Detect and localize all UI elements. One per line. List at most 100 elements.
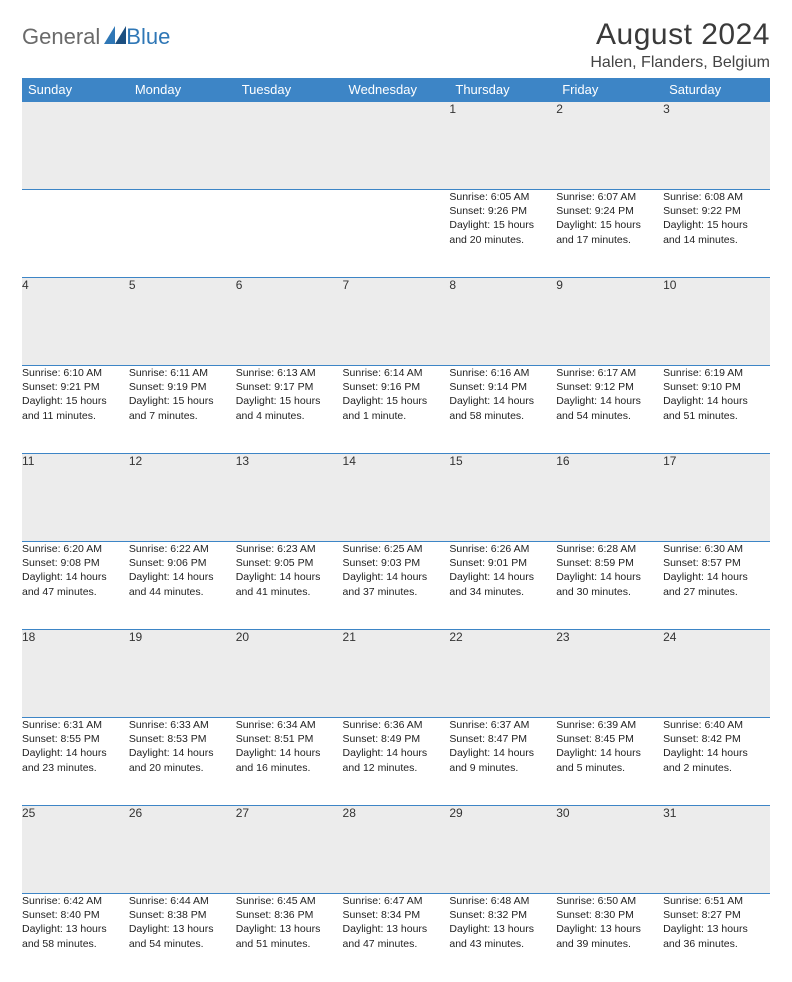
- d2-text: and 54 minutes.: [556, 409, 663, 423]
- d1-text: Daylight: 14 hours: [22, 570, 129, 584]
- day-detail-cell: Sunrise: 6:47 AMSunset: 8:34 PMDaylight:…: [343, 894, 450, 982]
- sunrise-text: Sunrise: 6:42 AM: [22, 894, 129, 908]
- day-number-cell: 31: [663, 806, 770, 894]
- sunrise-text: Sunrise: 6:26 AM: [449, 542, 556, 556]
- d1-text: Daylight: 14 hours: [449, 746, 556, 760]
- d2-text: and 9 minutes.: [449, 761, 556, 775]
- day-number-cell: [22, 102, 129, 190]
- day-detail-cell: Sunrise: 6:44 AMSunset: 8:38 PMDaylight:…: [129, 894, 236, 982]
- sunset-text: Sunset: 9:05 PM: [236, 556, 343, 570]
- d1-text: Daylight: 15 hours: [449, 218, 556, 232]
- sunset-text: Sunset: 8:36 PM: [236, 908, 343, 922]
- sunset-text: Sunset: 8:30 PM: [556, 908, 663, 922]
- sunset-text: Sunset: 9:24 PM: [556, 204, 663, 218]
- sunset-text: Sunset: 8:38 PM: [129, 908, 236, 922]
- day-number-cell: 2: [556, 102, 663, 190]
- daynum-row: 25262728293031: [22, 806, 770, 894]
- sunrise-text: Sunrise: 6:08 AM: [663, 190, 770, 204]
- day-number-cell: 26: [129, 806, 236, 894]
- weekday-header: Tuesday: [236, 78, 343, 102]
- d1-text: Daylight: 14 hours: [449, 394, 556, 408]
- d2-text: and 7 minutes.: [129, 409, 236, 423]
- sunset-text: Sunset: 9:26 PM: [449, 204, 556, 218]
- location: Halen, Flanders, Belgium: [590, 54, 770, 72]
- day-detail-cell: Sunrise: 6:28 AMSunset: 8:59 PMDaylight:…: [556, 542, 663, 630]
- d1-text: Daylight: 14 hours: [129, 746, 236, 760]
- d1-text: Daylight: 14 hours: [663, 394, 770, 408]
- sunset-text: Sunset: 8:47 PM: [449, 732, 556, 746]
- d1-text: Daylight: 14 hours: [129, 570, 236, 584]
- day-detail-cell: Sunrise: 6:30 AMSunset: 8:57 PMDaylight:…: [663, 542, 770, 630]
- d2-text: and 27 minutes.: [663, 585, 770, 599]
- day-number-cell: 30: [556, 806, 663, 894]
- weekday-header-row: Sunday Monday Tuesday Wednesday Thursday…: [22, 78, 770, 102]
- day-detail-cell: Sunrise: 6:45 AMSunset: 8:36 PMDaylight:…: [236, 894, 343, 982]
- sunrise-text: Sunrise: 6:22 AM: [129, 542, 236, 556]
- day-detail-cell: Sunrise: 6:22 AMSunset: 9:06 PMDaylight:…: [129, 542, 236, 630]
- day-detail-cell: Sunrise: 6:36 AMSunset: 8:49 PMDaylight:…: [343, 718, 450, 806]
- d1-text: Daylight: 14 hours: [236, 746, 343, 760]
- sunrise-text: Sunrise: 6:28 AM: [556, 542, 663, 556]
- d2-text: and 36 minutes.: [663, 937, 770, 951]
- weekday-header: Thursday: [449, 78, 556, 102]
- d1-text: Daylight: 13 hours: [663, 922, 770, 936]
- sunrise-text: Sunrise: 6:25 AM: [343, 542, 450, 556]
- sunset-text: Sunset: 8:55 PM: [22, 732, 129, 746]
- sunrise-text: Sunrise: 6:37 AM: [449, 718, 556, 732]
- d2-text: and 47 minutes.: [343, 937, 450, 951]
- day-detail-cell: Sunrise: 6:16 AMSunset: 9:14 PMDaylight:…: [449, 366, 556, 454]
- d2-text: and 58 minutes.: [22, 937, 129, 951]
- day-detail-cell: Sunrise: 6:39 AMSunset: 8:45 PMDaylight:…: [556, 718, 663, 806]
- sunset-text: Sunset: 9:08 PM: [22, 556, 129, 570]
- d2-text: and 39 minutes.: [556, 937, 663, 951]
- d1-text: Daylight: 14 hours: [556, 394, 663, 408]
- day-detail-cell: Sunrise: 6:33 AMSunset: 8:53 PMDaylight:…: [129, 718, 236, 806]
- d1-text: Daylight: 15 hours: [663, 218, 770, 232]
- weekday-header: Sunday: [22, 78, 129, 102]
- detail-row: Sunrise: 6:20 AMSunset: 9:08 PMDaylight:…: [22, 542, 770, 630]
- day-number-cell: 18: [22, 630, 129, 718]
- day-number-cell: 24: [663, 630, 770, 718]
- day-detail-cell: Sunrise: 6:34 AMSunset: 8:51 PMDaylight:…: [236, 718, 343, 806]
- d2-text: and 14 minutes.: [663, 233, 770, 247]
- sunrise-text: Sunrise: 6:50 AM: [556, 894, 663, 908]
- logo-text-blue: Blue: [126, 24, 170, 50]
- day-number-cell: 16: [556, 454, 663, 542]
- sunrise-text: Sunrise: 6:19 AM: [663, 366, 770, 380]
- sunset-text: Sunset: 9:16 PM: [343, 380, 450, 394]
- day-number-cell: 9: [556, 278, 663, 366]
- sunrise-text: Sunrise: 6:10 AM: [22, 366, 129, 380]
- sunset-text: Sunset: 8:27 PM: [663, 908, 770, 922]
- day-number-cell: 12: [129, 454, 236, 542]
- day-number-cell: 19: [129, 630, 236, 718]
- title-block: August 2024 Halen, Flanders, Belgium: [590, 18, 770, 72]
- d1-text: Daylight: 15 hours: [129, 394, 236, 408]
- sunset-text: Sunset: 8:59 PM: [556, 556, 663, 570]
- sunrise-text: Sunrise: 6:20 AM: [22, 542, 129, 556]
- logo-text-general: General: [22, 24, 100, 50]
- day-number-cell: [236, 102, 343, 190]
- sunset-text: Sunset: 9:14 PM: [449, 380, 556, 394]
- day-detail-cell: [343, 190, 450, 278]
- d1-text: Daylight: 14 hours: [22, 746, 129, 760]
- month-title: August 2024: [590, 18, 770, 52]
- sunrise-text: Sunrise: 6:11 AM: [129, 366, 236, 380]
- sunset-text: Sunset: 9:17 PM: [236, 380, 343, 394]
- detail-row: Sunrise: 6:31 AMSunset: 8:55 PMDaylight:…: [22, 718, 770, 806]
- weekday-header: Friday: [556, 78, 663, 102]
- sunrise-text: Sunrise: 6:05 AM: [449, 190, 556, 204]
- day-number-cell: 3: [663, 102, 770, 190]
- day-detail-cell: Sunrise: 6:40 AMSunset: 8:42 PMDaylight:…: [663, 718, 770, 806]
- day-number-cell: [129, 102, 236, 190]
- d2-text: and 1 minute.: [343, 409, 450, 423]
- d2-text: and 16 minutes.: [236, 761, 343, 775]
- d1-text: Daylight: 13 hours: [449, 922, 556, 936]
- logo: General Blue: [22, 24, 170, 50]
- d1-text: Daylight: 13 hours: [129, 922, 236, 936]
- day-detail-cell: Sunrise: 6:20 AMSunset: 9:08 PMDaylight:…: [22, 542, 129, 630]
- d2-text: and 58 minutes.: [449, 409, 556, 423]
- day-detail-cell: Sunrise: 6:42 AMSunset: 8:40 PMDaylight:…: [22, 894, 129, 982]
- day-number-cell: 27: [236, 806, 343, 894]
- d1-text: Daylight: 14 hours: [236, 570, 343, 584]
- daynum-row: 18192021222324: [22, 630, 770, 718]
